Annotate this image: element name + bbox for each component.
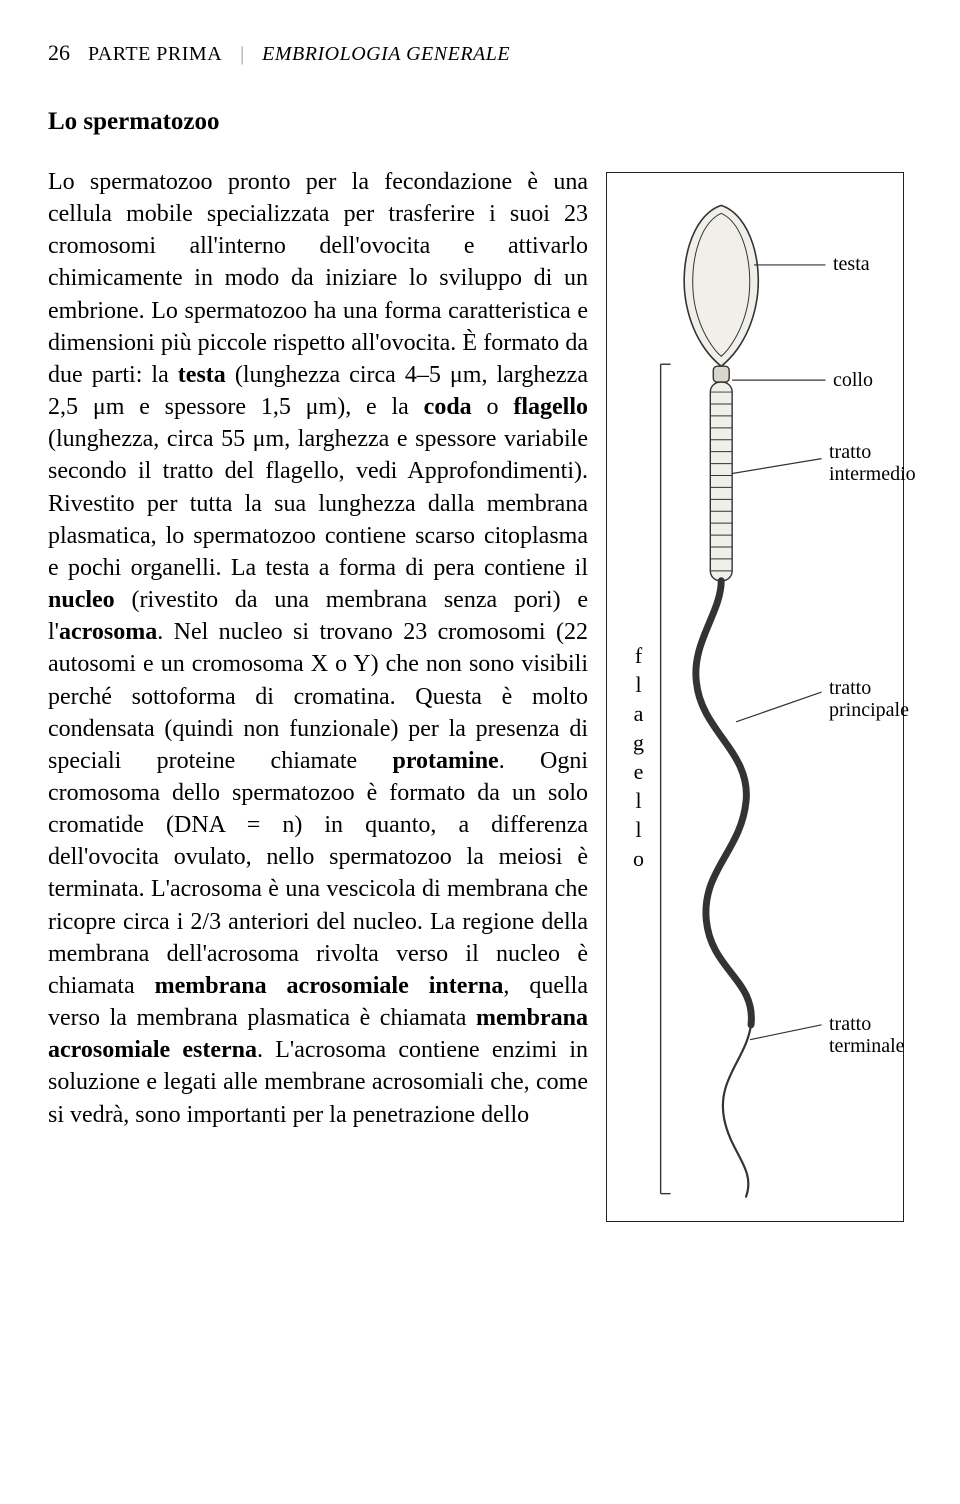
head-shape [684,205,758,366]
section-heading: Lo spermatozoo [48,108,912,136]
running-head-section: EMBRIOLOGIA GENERALE [262,43,510,66]
label-flagello: flagello [625,643,651,875]
page: 26 PARTE PRIMA | EMBRIOLOGIA GENERALE Lo… [0,0,960,1222]
running-head: 26 PARTE PRIMA | EMBRIOLOGIA GENERALE [48,40,912,66]
principal-piece-shape [696,581,752,1025]
label-tratto-principale: trattoprincipale [829,677,909,721]
spermatozoon-figure: testa collo trattointermedio trattoprinc… [606,172,904,1222]
content-row: Lo spermatozoo pronto per la fecondazion… [48,166,912,1222]
label-collo: collo [833,369,873,392]
figure-column: testa collo trattointermedio trattoprinc… [606,172,906,1222]
label-testa: testa [833,253,870,276]
label-tratto-intermedio: trattointermedio [829,441,916,485]
label-tratto-terminale: trattoterminale [829,1013,905,1057]
body-column: Lo spermatozoo pronto per la fecondazion… [48,166,588,1131]
midpiece-shape [710,382,732,581]
leader-lines [732,265,825,1040]
running-head-part: PARTE PRIMA [88,43,222,66]
terminal-piece-shape [723,1025,751,1197]
body-text: Lo spermatozoo pronto per la fecondazion… [48,166,588,1131]
flagello-bracket [661,364,671,1193]
running-head-divider: | [240,43,244,66]
neck-shape [713,366,729,382]
page-number: 26 [48,40,70,66]
